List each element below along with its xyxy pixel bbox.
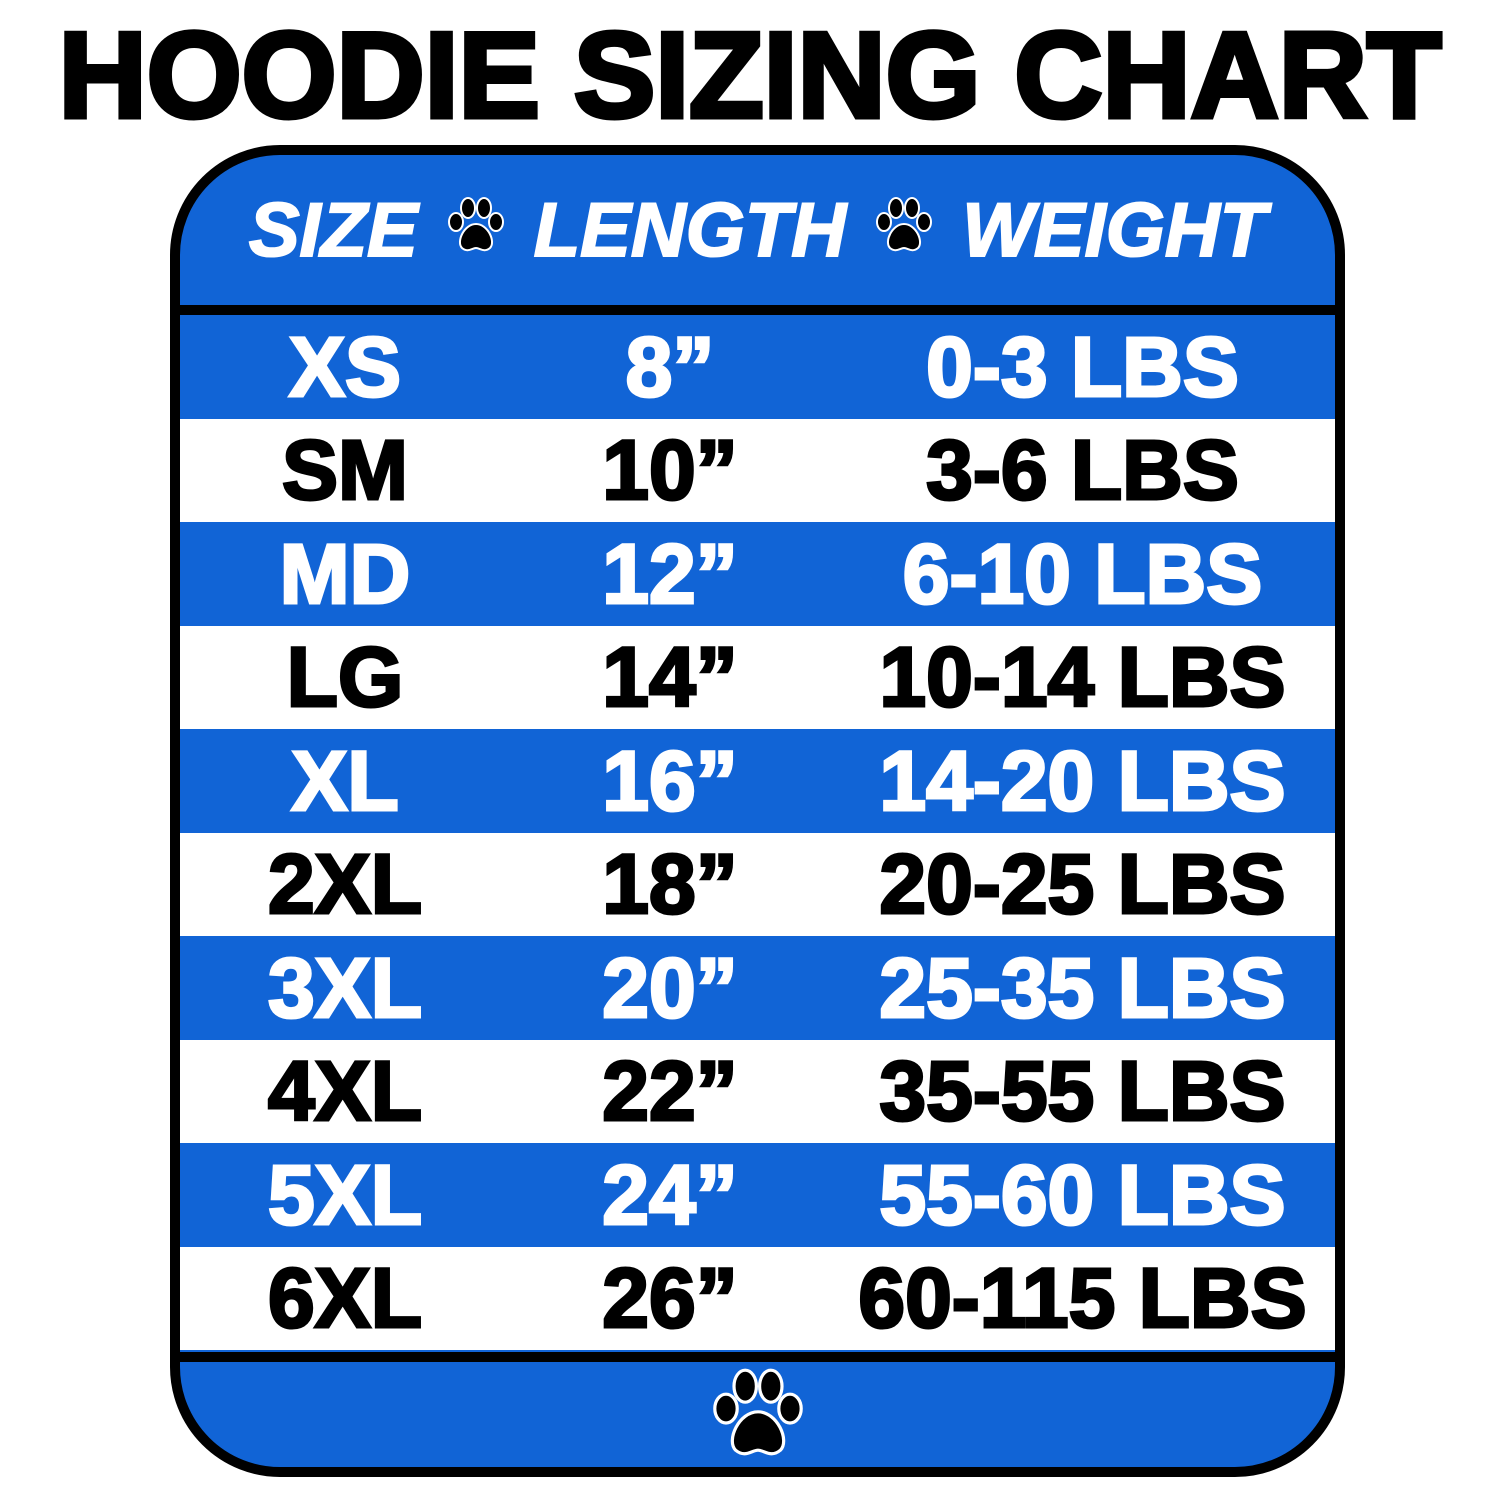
cell-length: 24”: [601, 1146, 739, 1243]
cell-weight: 0-3 LBS: [925, 318, 1241, 415]
cell-length: 14”: [601, 629, 739, 726]
cell-length: 12”: [601, 525, 739, 622]
cell-weight: 14-20 LBS: [878, 732, 1287, 829]
column-header-length: LENGTH: [533, 187, 847, 274]
column-header-weight: WEIGHT: [961, 187, 1267, 274]
paw-print-icon: [874, 187, 934, 274]
cell-size: 6XL: [266, 1250, 423, 1347]
table-row: 4XL 22” 35-55 LBS: [180, 1039, 1335, 1143]
divider: [180, 1352, 1335, 1362]
cell-weight: 3-6 LBS: [925, 422, 1241, 519]
cell-weight: 35-55 LBS: [878, 1043, 1287, 1140]
cell-size: MD: [278, 525, 412, 622]
table-header: SIZE LENGTH WEIGHT: [180, 155, 1335, 305]
cell-length: 16”: [601, 732, 739, 829]
cell-weight: 10-14 LBS: [878, 629, 1287, 726]
table-row: 6XL 26” 60-115 LBS: [180, 1246, 1335, 1350]
table-row: SM 10” 3-6 LBS: [180, 418, 1335, 522]
cell-weight: 60-115 LBS: [857, 1250, 1308, 1347]
column-header-size: SIZE: [248, 187, 419, 274]
table-row: LG 14” 10-14 LBS: [180, 625, 1335, 729]
table-body: XS 8” 0-3 LBS SM 10” 3-6 LBS MD 12” 6-10 LBS LG 14…: [180, 315, 1335, 1350]
table-row: XL 16” 14-20 LBS: [180, 729, 1335, 833]
cell-size: XL: [290, 732, 400, 829]
cell-size: LG: [285, 629, 405, 726]
cell-size: 2XL: [266, 836, 423, 933]
cell-length: 20”: [601, 939, 739, 1036]
cell-size: 4XL: [266, 1043, 423, 1140]
sizing-table: SIZE LENGTH WEIGHT XS 8” 0-3 LBS SM 10” 3-6 L…: [170, 145, 1345, 1477]
cell-length: 8”: [624, 318, 716, 415]
table-row: 5XL 24” 55-60 LBS: [180, 1143, 1335, 1247]
cell-size: XS: [287, 318, 402, 415]
cell-length: 22”: [601, 1043, 739, 1140]
cell-size: 3XL: [266, 939, 423, 1036]
cell-size: 5XL: [266, 1146, 423, 1243]
paw-print-icon: [710, 1365, 806, 1468]
paw-print-icon: [446, 187, 506, 274]
cell-weight: 20-25 LBS: [878, 836, 1287, 933]
cell-length: 26”: [601, 1250, 739, 1347]
cell-weight: 6-10 LBS: [901, 525, 1263, 622]
table-row: XS 8” 0-3 LBS: [180, 315, 1335, 419]
cell-weight: 25-35 LBS: [878, 939, 1287, 1036]
cell-length: 10”: [601, 422, 739, 519]
table-row: MD 12” 6-10 LBS: [180, 522, 1335, 626]
table-row: 3XL 20” 25-35 LBS: [180, 936, 1335, 1040]
table-row: 2XL 18” 20-25 LBS: [180, 832, 1335, 936]
divider: [180, 305, 1335, 315]
cell-size: SM: [281, 422, 410, 519]
page-title: HOODIE SIZING CHART: [56, 7, 1444, 143]
footer-band: [180, 1362, 1335, 1468]
cell-weight: 55-60 LBS: [878, 1146, 1287, 1243]
cell-length: 18”: [601, 836, 739, 933]
